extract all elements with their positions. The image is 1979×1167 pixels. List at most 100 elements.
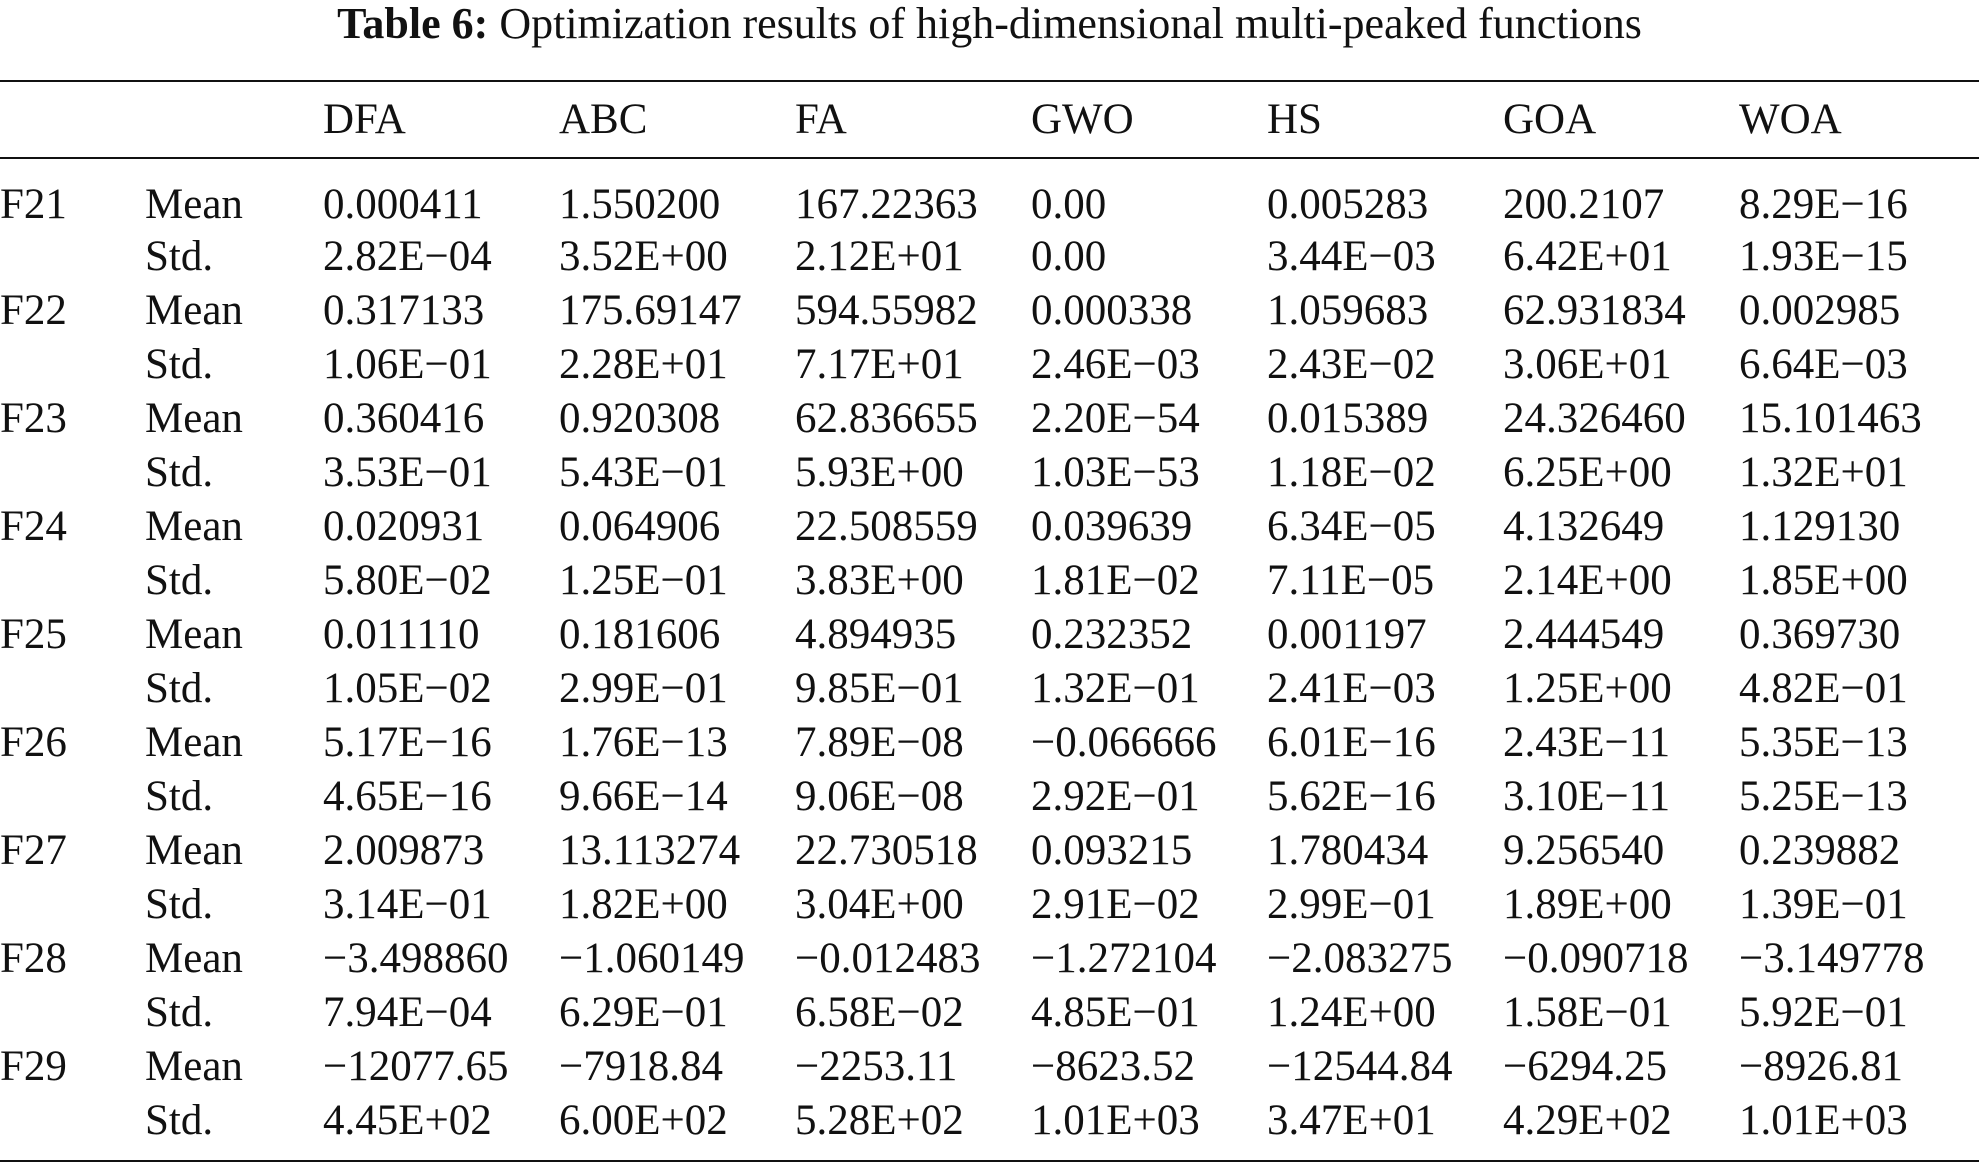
table-row: F27 Mean 2.009873 13.113274 22.730518 0.09321… — [0, 823, 1975, 877]
column-header: GWO — [1031, 96, 1134, 143]
table-cell: 3.44E−03 — [1267, 232, 1436, 280]
table-cell: 5.92E−01 — [1739, 988, 1908, 1036]
table-cell: 0.002985 — [1739, 286, 1901, 334]
table-cell: 0.239882 — [1739, 826, 1901, 874]
table-cell: 4.29E+02 — [1503, 1096, 1672, 1144]
table-cell: −0.012483 — [795, 934, 981, 982]
table-cell: 0.00 — [1031, 232, 1107, 280]
table-cell: 1.76E−13 — [559, 718, 728, 766]
table-cell: −12544.84 — [1267, 1042, 1453, 1090]
table-cell: 4.894935 — [795, 610, 957, 658]
function-label: F23 — [0, 394, 67, 442]
table-cell: 13.113274 — [559, 826, 741, 874]
caption-text: Optimization results of high-dimensional… — [499, 0, 1642, 48]
header-rule — [0, 157, 1979, 159]
statistic-label: Std. — [145, 988, 214, 1036]
table-cell: 0.064906 — [559, 502, 721, 550]
table-cell: −12077.65 — [323, 1042, 509, 1090]
results-table: DFA ABC FA GWO HS GOA WOA F21 Mean 0.00041… — [0, 82, 1975, 1147]
table-cell: 0.039639 — [1031, 502, 1193, 550]
function-label: F27 — [0, 826, 67, 874]
table-cell: 1.82E+00 — [559, 880, 728, 928]
table-cell: 594.55982 — [795, 286, 978, 334]
table-cell: −2253.11 — [795, 1042, 958, 1090]
table-cell: 0.317133 — [323, 286, 485, 334]
table-cell: 7.94E−04 — [323, 988, 492, 1036]
table-cell: 8.29E−16 — [1739, 181, 1908, 228]
table-cell: 1.03E−53 — [1031, 448, 1200, 496]
table-cell: 2.43E−02 — [1267, 340, 1436, 388]
table-cell: 3.52E+00 — [559, 232, 728, 280]
table-body: F21 Mean 0.000411 1.550200 167.22363 0.00 0.00… — [0, 157, 1975, 1147]
table-cell: 0.011110 — [323, 610, 480, 658]
table-cell: 1.58E−01 — [1503, 988, 1672, 1036]
table-cell: 3.14E−01 — [323, 880, 492, 928]
table-cell: 3.83E+00 — [795, 556, 964, 604]
table-cell: 3.53E−01 — [323, 448, 492, 496]
table-cell: 4.45E+02 — [323, 1096, 492, 1144]
table-cell: 2.99E−01 — [559, 664, 728, 712]
table-cell: 5.28E+02 — [795, 1096, 964, 1144]
table-cell: 0.360416 — [323, 394, 485, 442]
function-label — [0, 337, 145, 391]
table-row: Std. 7.94E−04 6.29E−01 6.58E−02 4.85E−01 1.24… — [0, 985, 1975, 1039]
table-cell: 1.05E−02 — [323, 664, 492, 712]
table-cell: −0.090718 — [1503, 934, 1689, 982]
table-cell: 5.62E−16 — [1267, 772, 1436, 820]
function-label: F25 — [0, 610, 67, 658]
column-header: WOA — [1739, 96, 1842, 143]
table-cell: 4.65E−16 — [323, 772, 492, 820]
table-row: F26 Mean 5.17E−16 1.76E−13 7.89E−08 −0.066666… — [0, 715, 1975, 769]
table-cell: 2.92E−01 — [1031, 772, 1200, 820]
function-label: F21 — [0, 181, 67, 228]
table-caption: Table 6: Optimization results of high-di… — [0, 0, 1979, 48]
table-cell: 6.01E−16 — [1267, 718, 1436, 766]
function-label — [0, 553, 145, 607]
table-cell: 0.181606 — [559, 610, 721, 658]
table-cell: 24.326460 — [1503, 394, 1686, 442]
table-cell: 1.32E−01 — [1031, 664, 1200, 712]
table-cell: 1.550200 — [559, 181, 721, 228]
table-row: F25 Mean 0.011110 0.181606 4.894935 0.232352 0… — [0, 607, 1975, 661]
table-cell: 1.18E−02 — [1267, 448, 1436, 496]
table-cell: −0.066666 — [1031, 718, 1217, 766]
table-cell: 4.82E−01 — [1739, 664, 1908, 712]
statistic-label: Std. — [145, 664, 214, 712]
table-cell: 6.64E−03 — [1739, 340, 1908, 388]
table-cell: 0.000411 — [323, 181, 483, 228]
table-cell: 5.43E−01 — [559, 448, 728, 496]
statistic-label: Mean — [145, 718, 243, 766]
table-cell: 62.931834 — [1503, 286, 1686, 334]
table-cell: 6.58E−02 — [795, 988, 964, 1036]
table-cell: 4.85E−01 — [1031, 988, 1200, 1036]
table-cell: 9.256540 — [1503, 826, 1665, 874]
table-cell: 1.06E−01 — [323, 340, 492, 388]
function-label: F29 — [0, 1042, 67, 1090]
function-label: F28 — [0, 934, 67, 982]
table-cell: 7.17E+01 — [795, 340, 964, 388]
column-header: ABC — [559, 96, 648, 143]
table-cell: 5.17E−16 — [323, 718, 492, 766]
table-cell: 9.06E−08 — [795, 772, 964, 820]
table-cell: 15.101463 — [1739, 394, 1922, 442]
header-func-blank — [0, 82, 145, 157]
table-cell: 2.12E+01 — [795, 232, 964, 280]
table-cell: 6.42E+01 — [1503, 232, 1672, 280]
table-cell: 1.25E+00 — [1503, 664, 1672, 712]
table-row: F28 Mean −3.498860 −1.060149 −0.012483 −1.272… — [0, 931, 1975, 985]
function-label — [0, 877, 145, 931]
table-cell: 1.32E+01 — [1739, 448, 1908, 496]
table-row: F29 Mean −12077.65 −7918.84 −2253.11 −8623.52… — [0, 1039, 1975, 1093]
table-cell: 5.93E+00 — [795, 448, 964, 496]
table-cell: 2.20E−54 — [1031, 394, 1200, 442]
table-cell: 1.129130 — [1739, 502, 1901, 550]
table-cell: 1.89E+00 — [1503, 880, 1672, 928]
table-cell: 0.000338 — [1031, 286, 1193, 334]
statistic-label: Std. — [145, 448, 214, 496]
table-cell: −3.498860 — [323, 934, 509, 982]
function-label — [0, 769, 145, 823]
table-row: F23 Mean 0.360416 0.920308 62.836655 2.20E−54… — [0, 391, 1975, 445]
header-stat-blank — [145, 82, 323, 157]
table-cell: 1.39E−01 — [1739, 880, 1908, 928]
table-cell: 1.780434 — [1267, 826, 1429, 874]
